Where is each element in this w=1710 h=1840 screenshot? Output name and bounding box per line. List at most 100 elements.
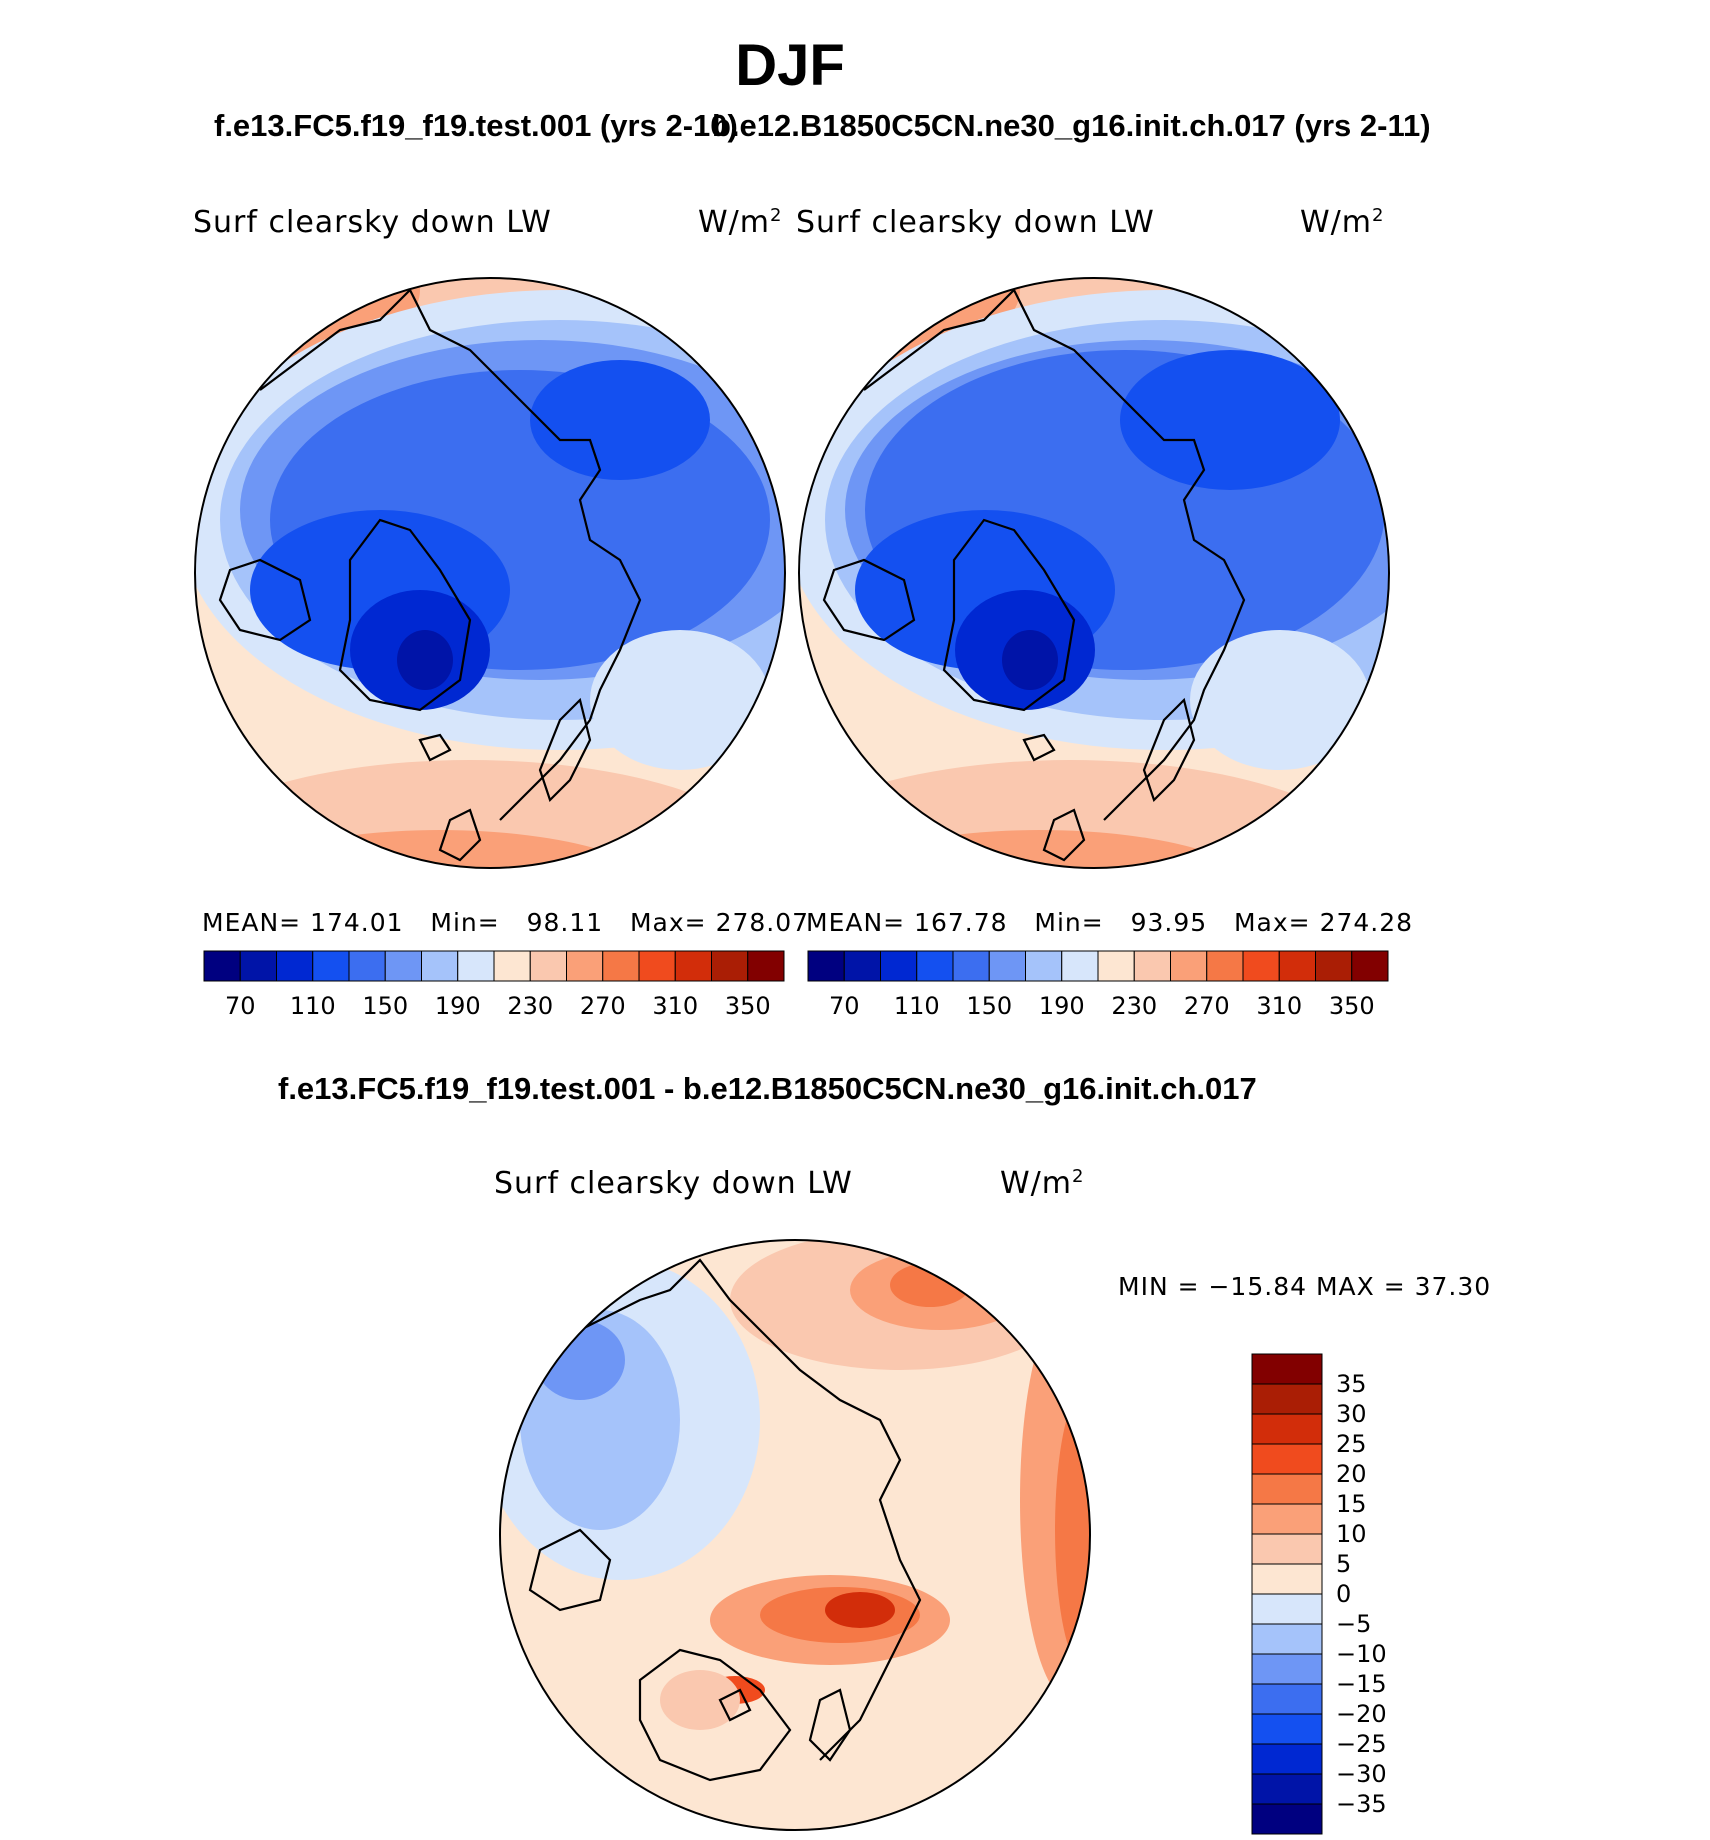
right-colorbar-swatch (807, 950, 845, 982)
diff-coastlines (519, 1258, 922, 1782)
diff-colorbar-tick-label: 15 (1336, 1490, 1367, 1518)
right-stats: MEAN= 167.78 Min= 93.95 Max= 274.28 (806, 908, 1414, 937)
left-field-label: Surf clearsky down LW (193, 205, 552, 240)
diff-colorbar-tick-label: 25 (1336, 1430, 1367, 1458)
left-colorbar (203, 950, 785, 982)
diff-colorbar-swatch (1251, 1743, 1323, 1775)
right-colorbar-swatch (1025, 950, 1063, 982)
left-colorbar-ticks: 70 110 150 190 230 270 310 350 (204, 992, 784, 1022)
right-colorbar-swatch (843, 950, 881, 982)
right-units: W/m2 (1300, 205, 1385, 240)
left-colorbar-swatch (276, 950, 314, 982)
right-colorbar (807, 950, 1389, 982)
left-units: W/m2 (698, 205, 783, 240)
diff-colorbar-swatch (1251, 1413, 1323, 1445)
diff-colorbar-tick-label: −20 (1336, 1700, 1387, 1728)
right-colorbar-swatch (1133, 950, 1171, 982)
diff-colorbar-tick-label: −35 (1336, 1790, 1387, 1818)
left-colorbar-tick-label: 110 (289, 992, 336, 1020)
left-colorbar-tick-label: 190 (434, 992, 481, 1020)
diff-colorbar-tick-label: −15 (1336, 1670, 1387, 1698)
right-field-label: Surf clearsky down LW (796, 205, 1155, 240)
diff-colorbar-swatch (1251, 1563, 1323, 1595)
diff-field-label: Surf clearsky down LW (494, 1166, 853, 1201)
diff-colorbar-swatch (1251, 1683, 1323, 1715)
figure-title: DJF (735, 33, 845, 98)
diff-colorbar-tick-label: −25 (1336, 1730, 1387, 1758)
left-colorbar-swatch (457, 950, 495, 982)
diff-colorbar-swatch (1251, 1533, 1323, 1565)
right-colorbar-tick-label: 190 (1038, 992, 1085, 1020)
diff-colorbar-swatch (1251, 1443, 1323, 1475)
left-colorbar-swatch (566, 950, 604, 982)
right-colorbar-tick-label: 230 (1111, 992, 1158, 1020)
right-coastlines (822, 288, 1246, 862)
left-colorbar-swatch (638, 950, 676, 982)
right-case-title: b.e12.B1850C5CN.ne30_g16.init.ch.017 (yr… (712, 108, 1431, 143)
right-colorbar-swatch (1170, 950, 1208, 982)
diff-colorbar-swatch (1251, 1593, 1323, 1625)
diff-map-fill (500, 1240, 1090, 1830)
right-colorbar-swatch (1097, 950, 1135, 982)
diff-colorbar-tick-label: 0 (1336, 1580, 1352, 1608)
diff-colorbar-swatch (1251, 1803, 1323, 1835)
left-colorbar-swatch (239, 950, 277, 982)
right-colorbar-tick-label: 70 (828, 992, 860, 1020)
left-colorbar-swatch (384, 950, 422, 982)
left-colorbar-swatch (747, 950, 785, 982)
right-colorbar-swatch (1061, 950, 1099, 982)
diff-colorbar-tick-label: 20 (1336, 1460, 1367, 1488)
right-colorbar-swatch (1278, 950, 1316, 982)
diff-colorbar-tick-label: −5 (1336, 1610, 1372, 1638)
left-colorbar-tick-label: 150 (362, 992, 409, 1020)
diff-title: f.e13.FC5.f19_f19.test.001 - b.e12.B1850… (278, 1071, 1257, 1106)
diff-colorbar-swatch (1251, 1713, 1323, 1745)
left-case-title: f.e13.FC5.f19_f19.test.001 (yrs 2-10) (214, 108, 738, 143)
left-colorbar-swatch (348, 950, 386, 982)
left-colorbar-swatch (674, 950, 712, 982)
diff-colorbar-tick-label: −30 (1336, 1760, 1387, 1788)
diff-colorbar-tick-label: 30 (1336, 1400, 1367, 1428)
diff-colorbar-tick-label: 10 (1336, 1520, 1367, 1548)
right-colorbar-tick-label: 350 (1328, 992, 1375, 1020)
diff-colorbar-swatch (1251, 1623, 1323, 1655)
right-colorbar-swatch (1351, 950, 1389, 982)
left-colorbar-tick-label: 230 (507, 992, 554, 1020)
right-colorbar-swatch (916, 950, 954, 982)
diff-colorbar-swatch (1251, 1473, 1323, 1505)
left-colorbar-tick-label: 310 (652, 992, 699, 1020)
diff-colorbar-tick-label: 35 (1336, 1370, 1367, 1398)
diff-units: W/m2 (1000, 1166, 1085, 1201)
left-colorbar-swatch (711, 950, 749, 982)
right-colorbar-tick-label: 150 (966, 992, 1013, 1020)
left-colorbar-tick-label: 350 (724, 992, 771, 1020)
diff-colorbar-swatch (1251, 1773, 1323, 1805)
diff-colorbar (1251, 1353, 1323, 1835)
diff-colorbar-swatch (1251, 1503, 1323, 1535)
right-colorbar-swatch (1242, 950, 1280, 982)
diff-colorbar-ticks: 35 30 25 20 15 10 5 0 −5 −10 −15 −20 −25 −30 −35 (1336, 1354, 1436, 1834)
right-colorbar-swatch (1315, 950, 1353, 982)
diff-minmax: MIN = −15.84 MAX = 37.30 (1118, 1272, 1492, 1301)
right-colorbar-swatch (1206, 950, 1244, 982)
right-colorbar-tick-label: 270 (1183, 992, 1230, 1020)
diff-colorbar-swatch (1251, 1653, 1323, 1685)
left-colorbar-swatch (602, 950, 640, 982)
right-colorbar-swatch (880, 950, 918, 982)
left-stats: MEAN= 174.01 Min= 98.11 Max= 278.07 (202, 908, 810, 937)
right-colorbar-tick-label: 110 (893, 992, 940, 1020)
diff-colorbar-tick-label: 5 (1336, 1550, 1352, 1578)
right-colorbar-swatch (988, 950, 1026, 982)
diff-colorbar-swatch (1251, 1353, 1323, 1385)
right-colorbar-tick-label: 310 (1256, 992, 1303, 1020)
left-colorbar-swatch (421, 950, 459, 982)
left-colorbar-tick-label: 270 (579, 992, 626, 1020)
left-coastlines (218, 288, 642, 862)
diff-colorbar-swatch (1251, 1383, 1323, 1415)
diff-colorbar-tick-label: −10 (1336, 1640, 1387, 1668)
left-colorbar-tick-label: 70 (224, 992, 256, 1020)
right-colorbar-ticks: 70 110 150 190 230 270 310 350 (808, 992, 1388, 1022)
